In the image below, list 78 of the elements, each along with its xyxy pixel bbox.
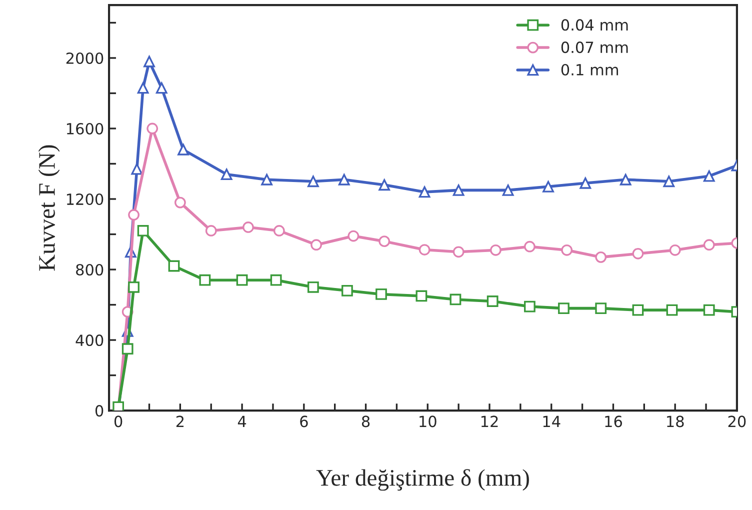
point [236,274,248,286]
point [580,177,592,189]
point [168,260,180,272]
legend-label: 0.07 mm [561,42,628,54]
point [632,248,644,260]
y-tick-label: 400 [76,334,104,346]
x-tick-label: 16 [605,416,622,428]
x-axis-title: Yer değiştirme δ (mm) [316,469,529,491]
x-tick-label: 14 [543,416,560,428]
x-tick-label: 20 [728,416,746,428]
point [205,225,217,236]
point [703,304,715,316]
point [595,302,607,314]
y-tick-label: 0 [95,405,104,417]
x-tick-label: 18 [667,416,684,428]
point [452,246,464,258]
point [502,184,514,196]
x-tick-label: 2 [176,416,184,428]
point [620,174,632,186]
point [307,281,319,293]
point [524,240,536,252]
point [416,290,428,302]
point [131,163,143,175]
x-tick-label: 10 [420,416,436,428]
point [342,284,353,296]
point [542,180,554,192]
point [595,251,607,263]
point [486,296,498,307]
point [703,170,715,182]
point [242,222,254,233]
point [669,244,681,256]
point [270,274,282,286]
point [524,300,536,312]
point [490,244,502,256]
point [199,274,211,286]
x-tick-label: 4 [238,416,246,428]
y-tick-label: 2000 [66,52,104,64]
point [128,209,140,221]
point [450,294,462,306]
point [122,343,134,355]
point [418,244,430,256]
point [452,184,464,196]
y-tick-label: 1200 [66,193,104,206]
point [418,186,430,198]
point [112,401,124,411]
point [348,230,360,242]
point [663,176,675,188]
point [220,168,232,180]
point [632,304,644,316]
point [128,281,140,293]
point [561,244,573,256]
point [307,176,319,188]
point [338,174,350,186]
point [156,82,168,94]
point [174,196,186,208]
x-tick-label: 6 [300,416,308,428]
point [146,122,158,134]
legend-label: 0.1 mm [561,64,618,76]
x-tick-label: 8 [362,416,370,428]
point [137,82,149,94]
point [137,225,149,236]
point [376,288,387,300]
point [703,239,715,251]
x-tick-label: 0 [114,416,122,428]
point [261,174,272,186]
legend-label: 0.04 mm [561,19,628,31]
y-axis-title: Kuvvet F (N) [38,145,60,271]
point [310,239,322,251]
point [666,304,678,316]
point [558,302,570,314]
point [378,236,390,248]
point [178,144,189,156]
y-tick-label: 1600 [66,122,104,135]
y-tick-label: 800 [76,264,104,276]
point [273,225,285,236]
point [378,179,390,191]
x-tick-label: 12 [481,416,498,428]
point [144,56,155,68]
